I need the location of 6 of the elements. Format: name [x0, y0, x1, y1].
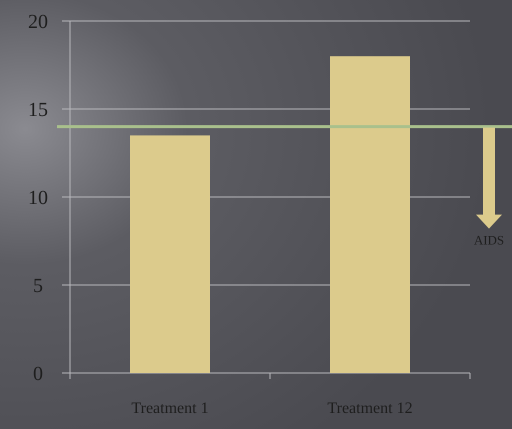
x-tick-label: Treatment 1	[131, 400, 209, 417]
y-tick-label: 15	[28, 99, 48, 121]
y-tick-label: 5	[33, 275, 43, 297]
y-tick-label: 20	[28, 11, 48, 33]
y-tick-label: 10	[28, 187, 48, 209]
y-tick-label: 0	[33, 363, 43, 385]
